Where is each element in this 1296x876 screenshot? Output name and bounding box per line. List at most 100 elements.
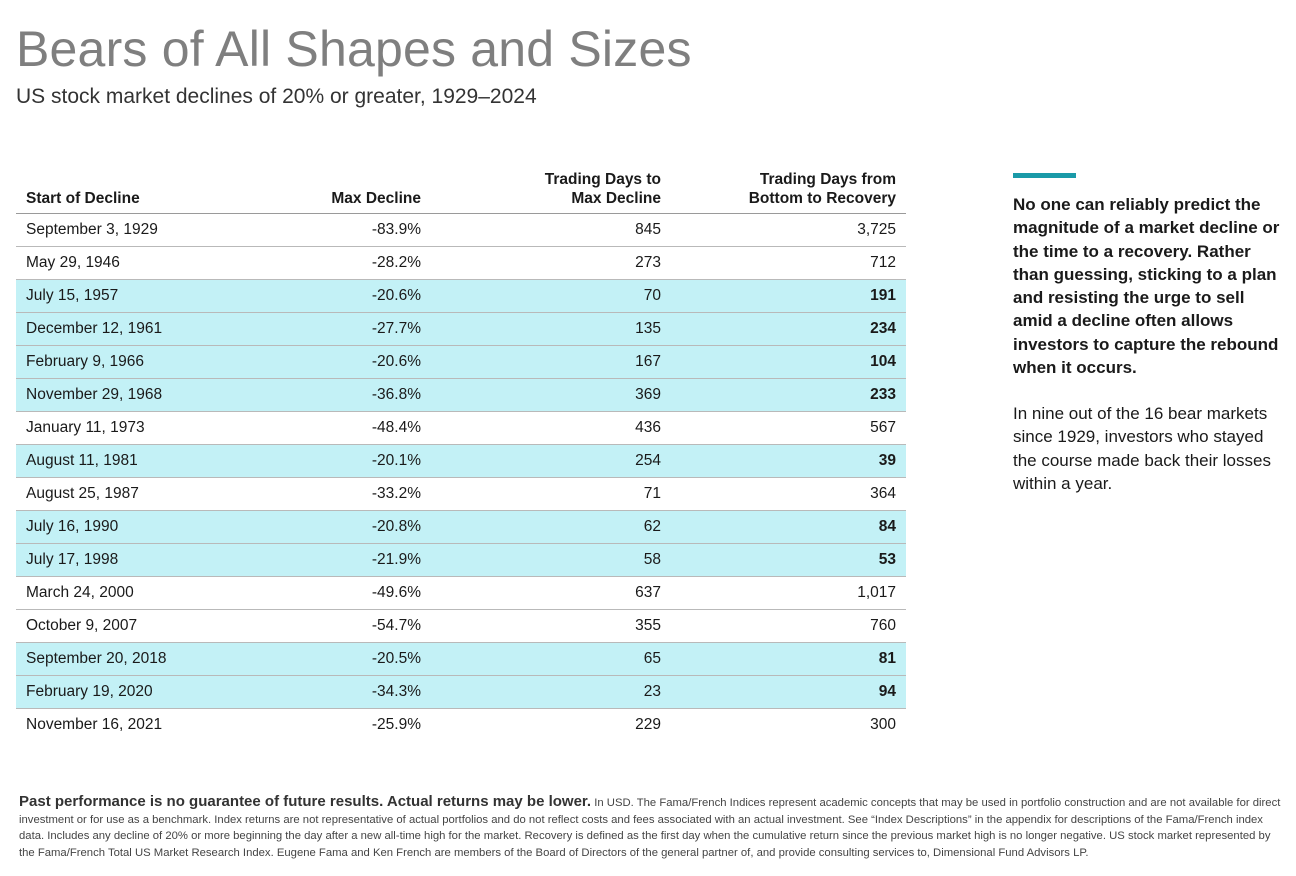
table-body: September 3, 1929 -83.9% 845 3,725 May 29, 1… [16, 213, 906, 741]
callout-accent-bar [1013, 173, 1076, 178]
page-title: Bears of All Shapes and Sizes [16, 21, 692, 77]
cell-days-to-recovery: 233 [671, 378, 906, 412]
column-header-start-line-1: Start of Decline [26, 189, 140, 207]
cell-days-to-recovery: 364 [671, 477, 906, 511]
cell-days-to-max: 229 [635, 715, 661, 733]
column-header-days-to-recovery-line-1: Trading Days from [759, 170, 896, 188]
table-row: May 29, 1946 -28.2% 273 712 [16, 246, 906, 280]
cell-start-date: November 29, 1968 [16, 378, 256, 412]
cell-start-date: February 9, 1966 [16, 345, 256, 379]
cell-max-decline: -54.7% [256, 609, 431, 643]
cell-days-to-max: 167 [431, 345, 671, 379]
table-header: Start of Decline Max Decline Trading Day… [16, 165, 906, 214]
cell-max-decline: -28.2% [256, 246, 431, 280]
table-row: February 19, 2020 -34.3% 23 94 [16, 675, 906, 709]
cell-days-to-recovery: 3,725 [671, 213, 906, 247]
cell-max-decline: -33.2% [256, 477, 431, 511]
cell-start-date: March 24, 2000 [16, 576, 256, 610]
cell-days-to-max: 70 [431, 279, 671, 313]
column-header-days-to-max: Trading Days to Max Decline [431, 165, 671, 214]
cell-max-decline: -25.9% [371, 715, 421, 733]
cell-days-to-recovery: 760 [671, 609, 906, 643]
cell-days-to-max: 23 [431, 675, 671, 709]
cell-days-to-recovery: 712 [671, 246, 906, 280]
cell-max-decline: -36.8% [256, 378, 431, 412]
cell-start-date: May 29, 1946 [16, 246, 256, 280]
cell-start-date: July 16, 1990 [16, 510, 256, 544]
table-row: September 3, 1929 -83.9% 845 3,725 [16, 213, 906, 247]
table-row: November 16, 2021 -25.9% 229 300 [16, 708, 906, 741]
cell-start-date: November 16, 2021 [26, 715, 163, 733]
cell-start-date: August 11, 1981 [16, 444, 256, 478]
bear-markets-table-container: Start of Decline Max Decline Trading Day… [16, 165, 906, 741]
table-row: August 11, 1981 -20.1% 254 39 [16, 444, 906, 478]
cell-start-date: July 15, 1957 [16, 279, 256, 313]
table-row: August 25, 1987 -33.2% 71 364 [16, 477, 906, 511]
cell-days-to-recovery: 300 [870, 715, 896, 733]
column-header-days-to-max-line-2: Max Decline [571, 189, 661, 207]
cell-days-to-recovery: 94 [671, 675, 906, 709]
column-header-max-decline: Max Decline [256, 165, 431, 214]
cell-days-to-max: 254 [431, 444, 671, 478]
cell-days-to-max: 58 [431, 543, 671, 577]
cell-days-to-recovery: 567 [671, 411, 906, 445]
column-header-days-to-recovery: Trading Days from Bottom to Recovery [671, 165, 906, 214]
cell-days-to-max: 135 [431, 312, 671, 346]
cell-days-to-recovery: 81 [671, 642, 906, 676]
cell-days-to-max: 273 [431, 246, 671, 280]
cell-days-to-recovery: 84 [671, 510, 906, 544]
cell-max-decline: -20.6% [256, 345, 431, 379]
cell-start-date: September 3, 1929 [16, 213, 256, 247]
cell-days-to-max: 65 [431, 642, 671, 676]
page-subtitle: US stock market declines of 20% or great… [16, 85, 537, 108]
table-row: July 17, 1998 -21.9% 58 53 [16, 543, 906, 577]
cell-max-decline: -27.7% [256, 312, 431, 346]
cell-start-date: September 20, 2018 [16, 642, 256, 676]
column-header-days-to-recovery-line-2: Bottom to Recovery [748, 189, 896, 207]
footnote-body-text: In USD. The Fama/French Indices represen… [19, 797, 1281, 859]
cell-max-decline: -21.9% [256, 543, 431, 577]
cell-days-to-max: 62 [431, 510, 671, 544]
table-row: July 15, 1957 -20.6% 70 191 [16, 279, 906, 313]
table-header-row: Start of Decline Max Decline Trading Day… [16, 165, 906, 214]
cell-days-to-recovery: 53 [671, 543, 906, 577]
cell-max-decline: -20.1% [256, 444, 431, 478]
cell-days-to-max: 637 [431, 576, 671, 610]
cell-days-to-max: 71 [431, 477, 671, 511]
cell-days-to-max: 845 [431, 213, 671, 247]
cell-max-decline: -20.6% [256, 279, 431, 313]
cell-max-decline: -48.4% [256, 411, 431, 445]
callout-body-text: In nine out of the 16 bear markets since… [1013, 404, 1271, 493]
cell-start-date: January 11, 1973 [16, 411, 256, 445]
table-row: January 11, 1973 -48.4% 436 567 [16, 411, 906, 445]
footnote-bold-text: Past performance is no guarantee of futu… [19, 793, 592, 810]
cell-start-date: December 12, 1961 [16, 312, 256, 346]
cell-start-date: October 9, 2007 [16, 609, 256, 643]
cell-days-to-recovery: 104 [671, 345, 906, 379]
cell-days-to-recovery: 191 [671, 279, 906, 313]
cell-max-decline: -49.6% [256, 576, 431, 610]
cell-days-to-recovery: 234 [671, 312, 906, 346]
table-row: February 9, 1966 -20.6% 167 104 [16, 345, 906, 379]
disclosure-footnote: Past performance is no guarantee of futu… [19, 793, 1281, 861]
table-row: September 20, 2018 -20.5% 65 81 [16, 642, 906, 676]
cell-days-to-max: 355 [431, 609, 671, 643]
cell-max-decline: -34.3% [256, 675, 431, 709]
table-row: December 12, 1961 -27.7% 135 234 [16, 312, 906, 346]
cell-start-date: February 19, 2020 [16, 675, 256, 709]
callout-bold-text: No one can reliably predict the magnitud… [1013, 195, 1280, 378]
cell-max-decline: -20.5% [256, 642, 431, 676]
cell-max-decline: -20.8% [256, 510, 431, 544]
cell-days-to-recovery: 39 [671, 444, 906, 478]
cell-days-to-max: 436 [431, 411, 671, 445]
cell-start-date: August 25, 1987 [16, 477, 256, 511]
table-row: November 29, 1968 -36.8% 369 233 [16, 378, 906, 412]
column-header-start: Start of Decline [16, 165, 256, 214]
table-row: July 16, 1990 -20.8% 62 84 [16, 510, 906, 544]
column-header-days-to-max-line-1: Trading Days to [544, 170, 661, 188]
cell-start-date: July 17, 1998 [16, 543, 256, 577]
table-row: March 24, 2000 -49.6% 637 1,017 [16, 576, 906, 610]
bear-markets-table: Start of Decline Max Decline Trading Day… [16, 165, 906, 741]
column-header-max-decline-line-1: Max Decline [331, 189, 421, 207]
cell-days-to-max: 369 [431, 378, 671, 412]
